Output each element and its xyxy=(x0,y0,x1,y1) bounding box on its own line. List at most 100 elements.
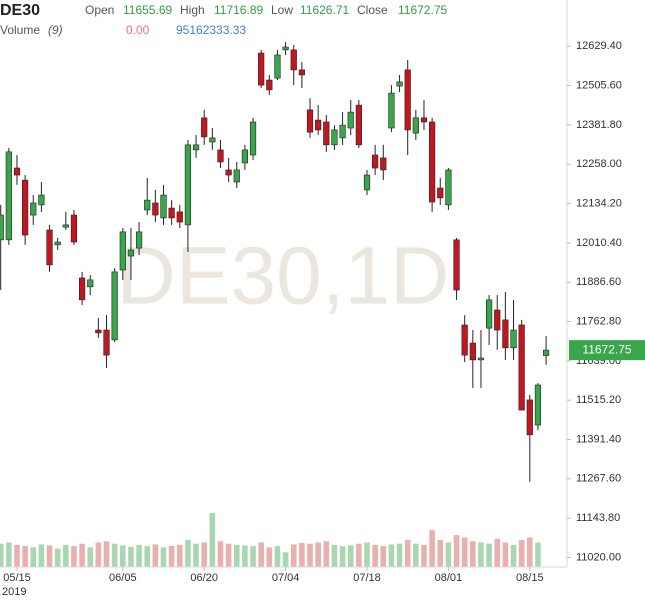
candle-body xyxy=(192,144,200,151)
high-label: High xyxy=(180,3,205,17)
volume-bar xyxy=(193,543,199,567)
volume-bar xyxy=(404,540,411,567)
candle-body xyxy=(494,309,501,331)
chart-title: DE30 xyxy=(0,2,40,19)
x-tick-label: 07/04 xyxy=(272,572,300,584)
volume-bar xyxy=(527,537,533,567)
volume-bar xyxy=(0,543,4,567)
candle-body xyxy=(54,241,61,246)
candle-body xyxy=(209,137,216,143)
candle-body xyxy=(119,231,126,271)
volume-bar xyxy=(71,546,77,567)
candle-body xyxy=(168,207,175,219)
candle-body xyxy=(87,279,94,288)
volume-bar xyxy=(111,543,118,567)
candle-body xyxy=(201,117,208,138)
volume-bar xyxy=(331,544,338,567)
volume-average: 95162333.33 xyxy=(176,23,246,37)
y-tick-label: 12629.40 xyxy=(576,40,622,52)
candle-body xyxy=(258,52,265,86)
candle-body xyxy=(217,149,224,163)
candle-body xyxy=(355,104,362,146)
candle-body xyxy=(241,149,249,164)
y-tick-label: 12505.60 xyxy=(576,79,622,91)
candle-body xyxy=(306,109,314,133)
y-tick-label: 12381.80 xyxy=(576,119,622,131)
x-tick-label: 06/05 xyxy=(109,572,137,584)
x-tick-label: 08/15 xyxy=(516,572,544,584)
y-tick-label: 11391.40 xyxy=(576,433,621,445)
volume-bar xyxy=(315,542,321,567)
candle-body xyxy=(420,117,428,123)
current-price-box xyxy=(569,340,645,361)
y-tick-label: 12258.00 xyxy=(576,158,622,170)
volume-bar xyxy=(502,542,509,567)
candle-body xyxy=(46,229,53,266)
volume-bar xyxy=(152,544,159,567)
volume-bar xyxy=(54,548,61,567)
candle-body xyxy=(290,49,297,71)
candle-body xyxy=(30,202,37,216)
volume-bar xyxy=(299,542,305,567)
volume-bar xyxy=(136,544,142,567)
volume-bar xyxy=(421,544,427,567)
volume-bar xyxy=(79,543,85,567)
candle-body xyxy=(13,167,21,176)
volume-bar xyxy=(380,546,387,567)
watermark: DE30,1D xyxy=(117,231,450,322)
volume-bar xyxy=(429,530,435,567)
volume-bar xyxy=(518,540,525,567)
volume-bar xyxy=(233,544,240,567)
y-tick-label: 11143.80 xyxy=(576,512,620,524)
volume-period: (9) xyxy=(48,23,63,37)
candle-body xyxy=(331,129,338,146)
candle-body xyxy=(396,81,403,87)
volume-bar xyxy=(372,544,378,567)
volume-label: Volume xyxy=(0,23,40,37)
candle-body xyxy=(127,249,135,257)
volume-bar xyxy=(364,542,370,567)
candle-body xyxy=(445,169,452,206)
candle-body xyxy=(282,46,289,51)
volume-bar xyxy=(470,541,476,567)
volume-bar xyxy=(274,546,281,567)
candle-body xyxy=(542,349,550,356)
volume-bar xyxy=(128,546,134,567)
close-label: Close xyxy=(357,3,388,17)
candle-body xyxy=(0,214,4,241)
volume-bar xyxy=(478,542,484,567)
volume-bar xyxy=(46,545,53,567)
volume-bar xyxy=(339,546,346,567)
open-label: Open xyxy=(85,3,114,17)
candle-body xyxy=(453,239,460,291)
candle-body xyxy=(144,199,151,211)
volume-bar xyxy=(445,542,452,567)
high-value: 11716.89 xyxy=(214,3,263,17)
y-tick-label: 12134.20 xyxy=(576,197,622,209)
candle-body xyxy=(70,214,78,243)
volume-bar xyxy=(120,545,126,567)
y-tick-label: 11267.60 xyxy=(576,473,621,485)
x-tick-label: 08/01 xyxy=(435,572,463,584)
candle-body xyxy=(152,202,159,216)
candle-body xyxy=(111,271,118,341)
volume-bar xyxy=(242,545,248,567)
x-tick-label: 06/20 xyxy=(190,572,218,584)
volume-bar xyxy=(14,544,20,567)
volume-bar xyxy=(388,544,395,567)
volume-bar xyxy=(168,545,175,567)
candle-body xyxy=(363,174,371,191)
x-tick-label: 07/18 xyxy=(353,572,381,584)
volume-bar xyxy=(63,544,69,567)
x-year-label: 2019 xyxy=(2,586,26,598)
candle-body xyxy=(380,157,387,171)
volume-bar xyxy=(185,540,191,567)
volume-bar xyxy=(486,543,492,567)
axes: 12629.40 12505.60 12381.80 12258.00 12134.20… xyxy=(2,40,645,598)
candle-body xyxy=(323,121,330,146)
volume-bar xyxy=(282,552,289,567)
candle-body xyxy=(477,357,485,361)
candle-body xyxy=(22,179,29,236)
low-label: Low xyxy=(271,3,293,17)
